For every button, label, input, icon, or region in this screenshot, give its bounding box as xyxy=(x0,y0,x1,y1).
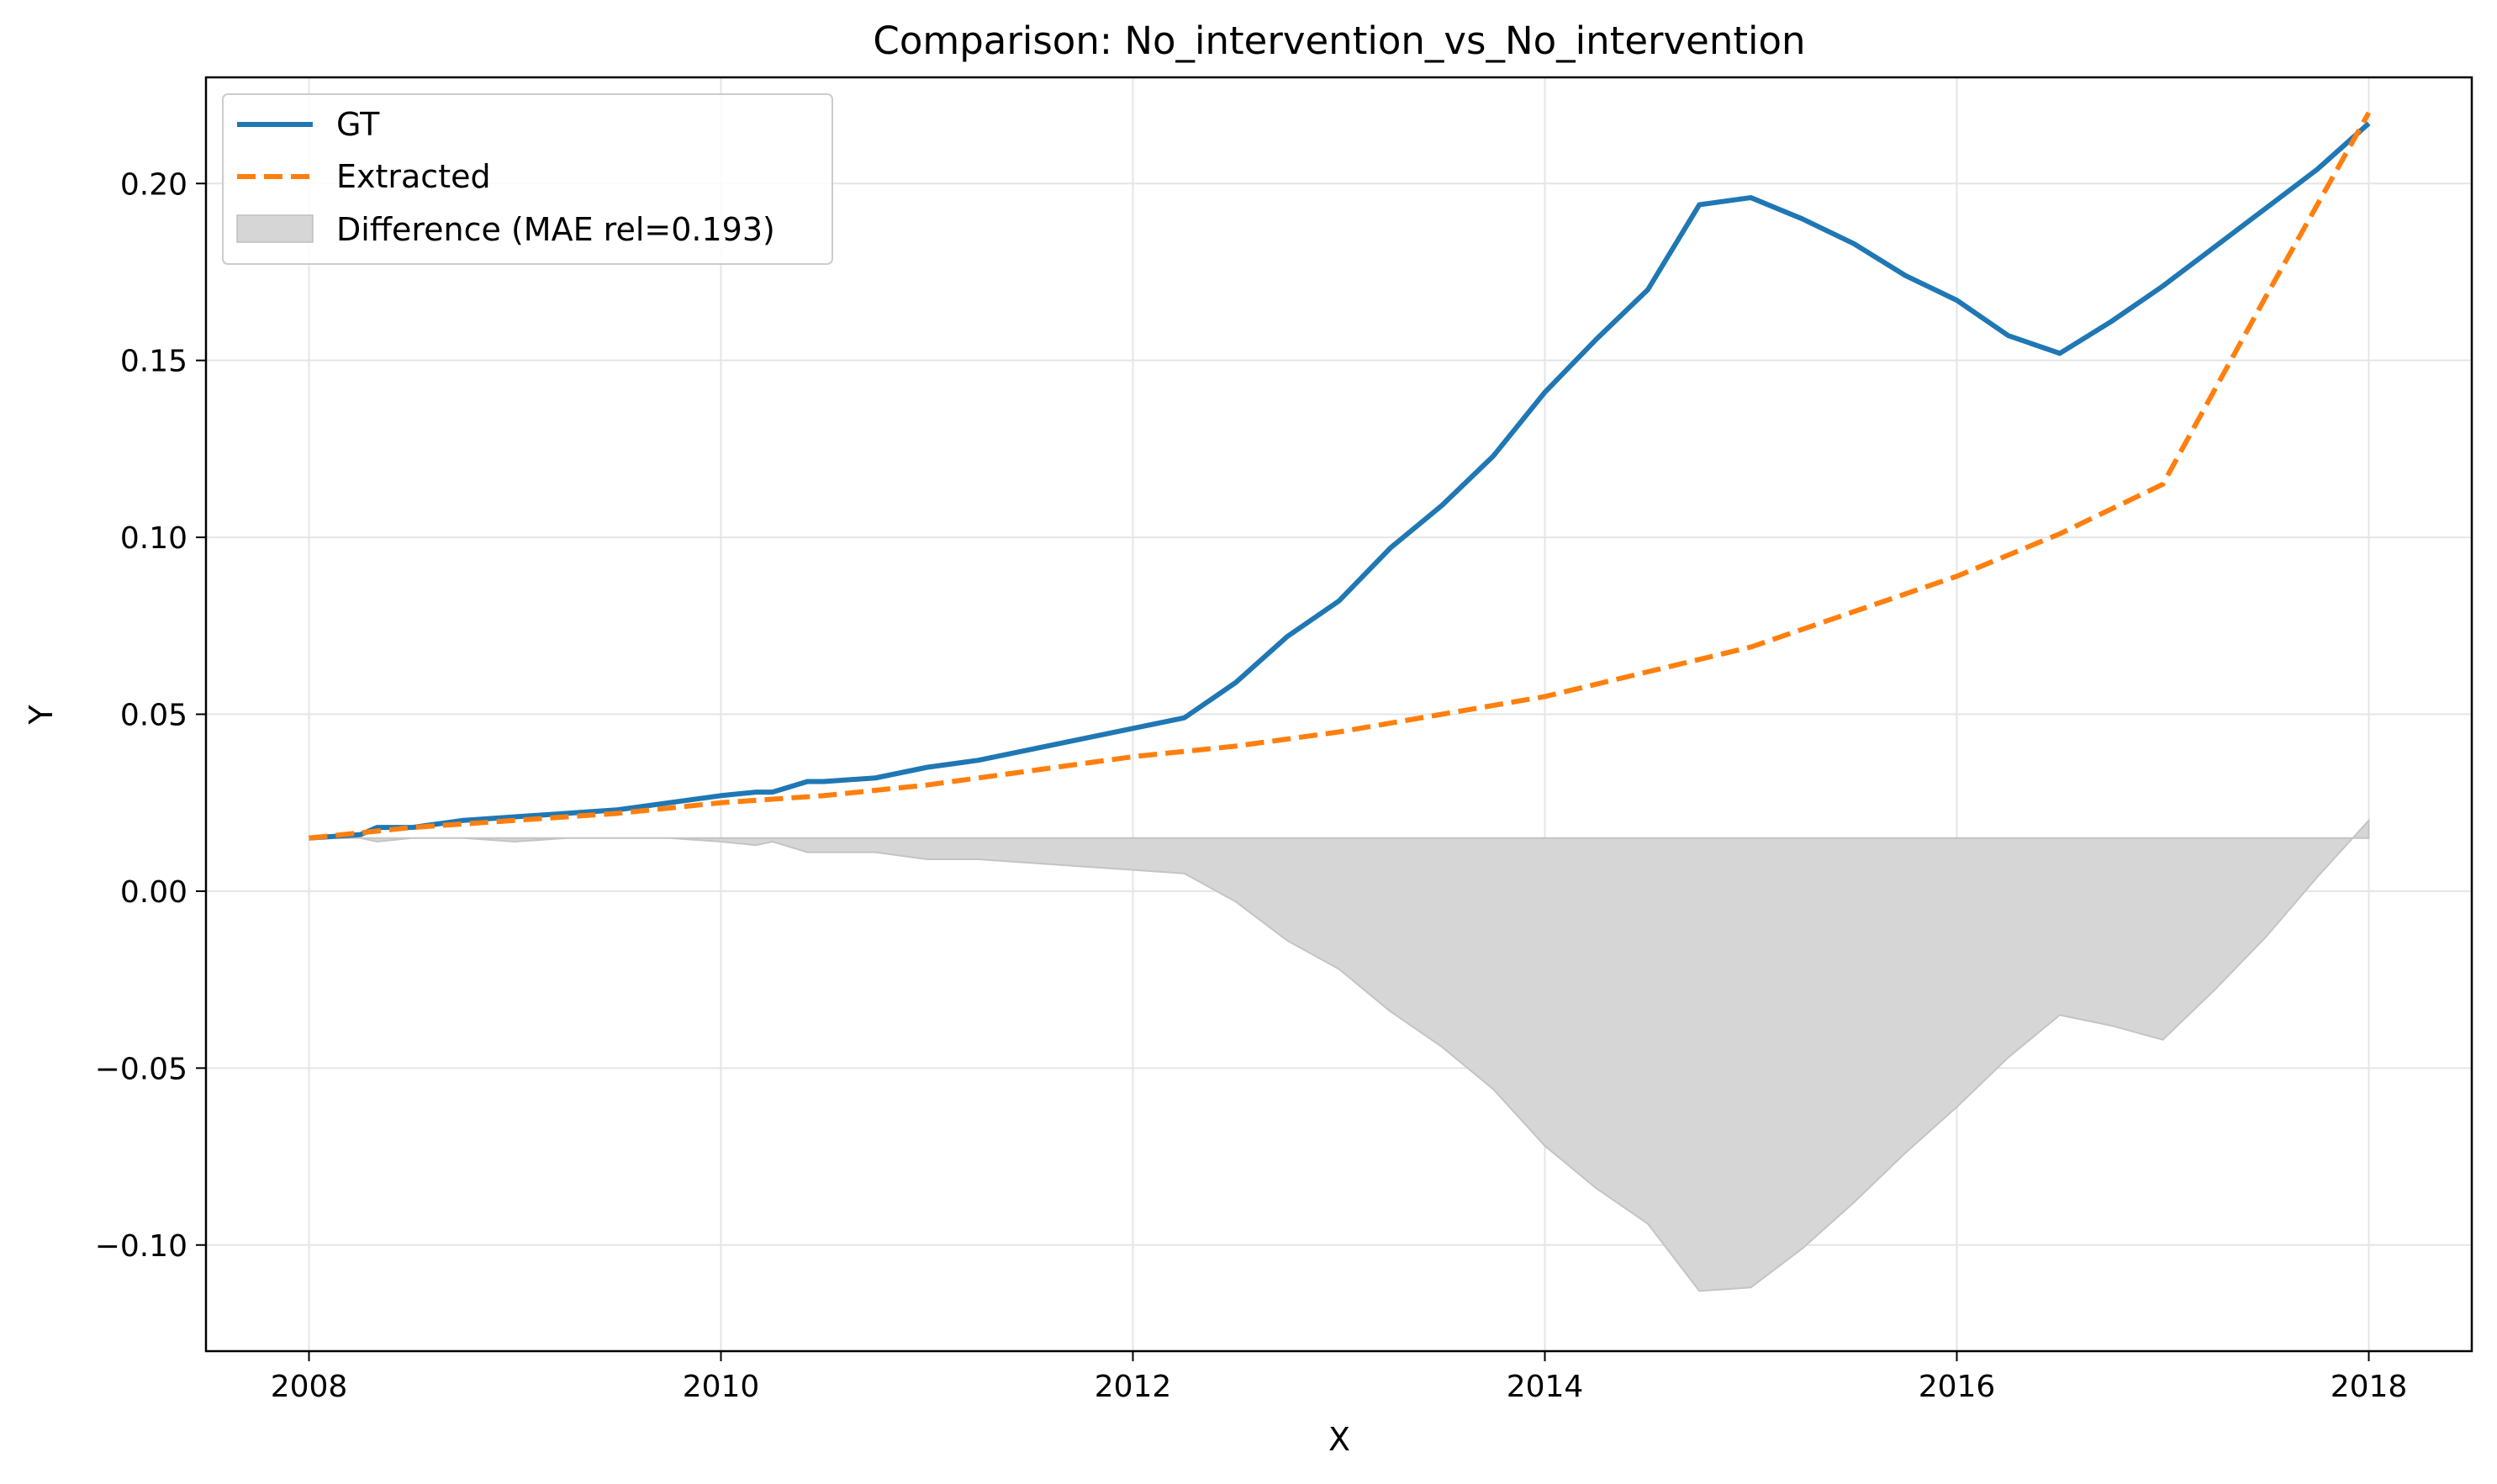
x-tick-label: 2008 xyxy=(271,1370,348,1404)
y-tick-label: −0.05 xyxy=(95,1052,187,1086)
x-tick-label: 2018 xyxy=(2331,1370,2408,1404)
series-line-extracted xyxy=(309,111,2372,841)
y-tick-label: 0.20 xyxy=(120,167,187,202)
legend-extracted-label: Extracted xyxy=(336,158,491,195)
y-tick-label: 0.10 xyxy=(120,521,187,556)
legend: GT Extracted Difference (MAE rel=0.193) xyxy=(222,93,833,265)
x-tick-label: 2012 xyxy=(1095,1370,1172,1404)
difference-area xyxy=(309,818,2370,1292)
legend-difference-label: Difference (MAE rel=0.193) xyxy=(336,211,775,248)
x-axis-ticks: 2008 2010 2012 2014 2016 2018 xyxy=(271,1351,2408,1404)
series-lines-layer xyxy=(309,111,2372,841)
y-tick-label: 0.15 xyxy=(120,345,187,379)
y-tick-label: −0.10 xyxy=(95,1229,187,1264)
y-tick-label: 0.05 xyxy=(120,699,187,733)
x-tick-label: 2014 xyxy=(1507,1370,1584,1404)
y-tick-label: 0.00 xyxy=(120,875,187,910)
legend-difference-swatch xyxy=(236,214,314,243)
difference-area-layer xyxy=(309,818,2370,1292)
legend-box xyxy=(222,93,833,265)
chart-title: Comparison: No_intervention_vs_No_interv… xyxy=(873,18,1805,63)
series-line-gt xyxy=(309,121,2371,841)
grid xyxy=(206,77,2472,1351)
legend-gt-label: GT xyxy=(336,106,380,143)
y-axis-label: Y xyxy=(23,705,60,726)
x-tick-label: 2016 xyxy=(1919,1370,1996,1404)
y-axis-ticks: −0.10 −0.05 0.00 0.05 0.10 0.15 0.20 xyxy=(95,167,206,1264)
x-tick-label: 2010 xyxy=(683,1370,760,1404)
x-axis-label: X xyxy=(1328,1421,1350,1458)
